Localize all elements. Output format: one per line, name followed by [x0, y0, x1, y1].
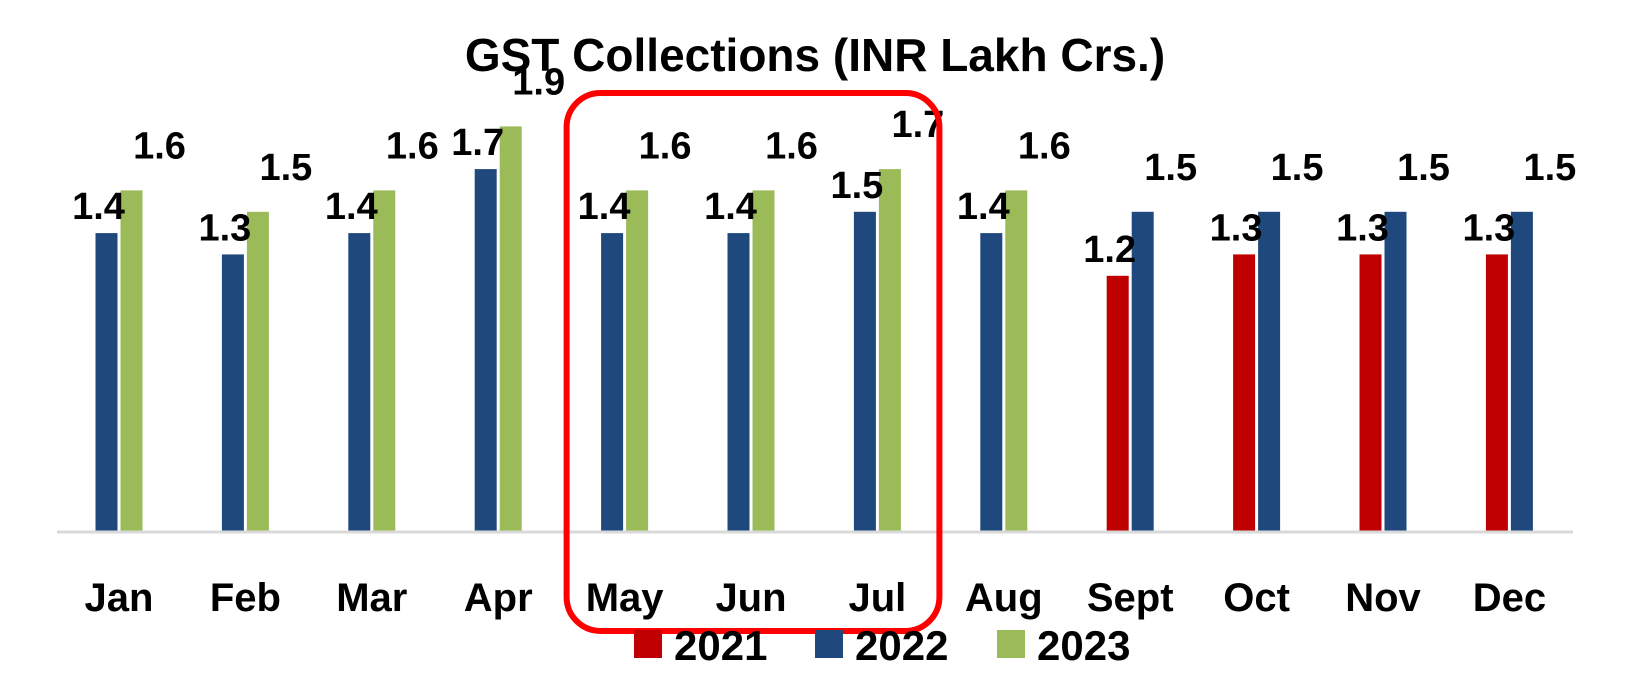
x-tick-label-apr: Apr [464, 576, 533, 620]
legend-label-2023: 2023 [1037, 622, 1130, 669]
bar-jul-2023 [878, 169, 901, 532]
bar-may-2023 [626, 190, 649, 532]
bar-jan-2023 [120, 190, 143, 532]
data-label-oct-2021: 1.3 [1210, 207, 1263, 249]
bar-nov-2021 [1359, 254, 1382, 532]
data-label-aug-2023: 1.6 [1018, 125, 1071, 167]
data-label-aug-2022: 1.4 [957, 186, 1010, 228]
data-label-jul-2022: 1.5 [830, 165, 883, 207]
bar-apr-2023 [499, 126, 522, 533]
bar-feb-2023 [246, 211, 269, 533]
legend-label-2021: 2021 [674, 622, 767, 669]
data-label-sept-2022: 1.5 [1144, 147, 1197, 189]
bar-apr-2022 [474, 169, 497, 532]
data-label-mar-2023: 1.6 [386, 125, 439, 167]
bars-layer [95, 126, 1533, 533]
bar-oct-2022 [1258, 211, 1281, 533]
bar-oct-2021 [1233, 254, 1256, 532]
x-tick-label-aug: Aug [965, 576, 1043, 620]
data-label-sept-2021: 1.2 [1083, 229, 1136, 271]
data-label-jun-2022: 1.4 [704, 186, 757, 228]
highlight-layer [563, 90, 943, 634]
bar-aug-2023 [1005, 190, 1028, 532]
bar-may-2022 [601, 233, 624, 532]
data-label-feb-2022: 1.3 [198, 207, 251, 249]
data-label-mar-2022: 1.4 [325, 186, 378, 228]
x-tick-label-mar: Mar [336, 576, 407, 620]
bar-sept-2021 [1106, 275, 1129, 532]
bar-dec-2022 [1510, 211, 1533, 533]
x-tick-label-jun: Jun [715, 576, 786, 620]
data-label-jan-2022: 1.4 [72, 186, 125, 228]
legend: 2021 2022 2023 [634, 622, 1130, 669]
data-labels-layer: 1.41.61.31.51.41.6 1.71.91.41.61.41.61.51… [72, 61, 1576, 270]
bar-jul-2022 [853, 211, 876, 533]
x-tick-label-sept: Sept [1087, 576, 1174, 620]
legend-swatch-2022 [815, 630, 843, 658]
chart-title: GST Collections (INR Lakh Crs.) [465, 29, 1165, 81]
highlight-box [563, 90, 943, 634]
legend-label-2022: 2022 [855, 622, 948, 669]
data-label-may-2022: 1.4 [578, 186, 631, 228]
data-label-oct-2022: 1.5 [1271, 147, 1324, 189]
bar-jun-2023 [752, 190, 775, 532]
bar-aug-2022 [980, 233, 1003, 532]
bar-mar-2022 [348, 233, 371, 532]
data-label-jan-2023: 1.6 [133, 125, 186, 167]
bar-feb-2022 [221, 254, 244, 532]
legend-swatch-2021 [634, 630, 662, 658]
bar-jun-2022 [727, 233, 750, 532]
data-label-nov-2021: 1.3 [1336, 207, 1389, 249]
data-label-feb-2023: 1.5 [259, 147, 312, 189]
bar-sept-2022 [1131, 211, 1154, 533]
x-tick-label-feb: Feb [210, 576, 281, 620]
bar-dec-2021 [1485, 254, 1508, 532]
data-label-apr-2022: 1.7 [451, 122, 504, 164]
x-tick-label-jul: Jul [849, 576, 907, 620]
bar-jan-2022 [95, 233, 118, 532]
legend-swatch-2023 [997, 630, 1025, 658]
data-label-dec-2022: 1.5 [1523, 147, 1576, 189]
x-tick-label-nov: Nov [1345, 576, 1421, 620]
data-label-apr-2023: 1.9 [512, 61, 565, 103]
x-tick-label-oct: Oct [1223, 576, 1290, 620]
data-label-dec-2021: 1.3 [1462, 207, 1515, 249]
x-tick-label-jan: Jan [85, 576, 154, 620]
bar-mar-2023 [373, 190, 396, 532]
x-tick-label-may: May [586, 576, 665, 620]
bar-nov-2022 [1384, 211, 1407, 533]
data-label-may-2023: 1.6 [639, 125, 692, 167]
data-label-nov-2022: 1.5 [1397, 147, 1450, 189]
data-label-jun-2023: 1.6 [765, 125, 818, 167]
category-labels-layer: Jan Feb Mar Apr May Jun Jul Aug Sept Oct Nov Dec [85, 576, 1547, 620]
x-tick-label-dec: Dec [1473, 576, 1546, 620]
